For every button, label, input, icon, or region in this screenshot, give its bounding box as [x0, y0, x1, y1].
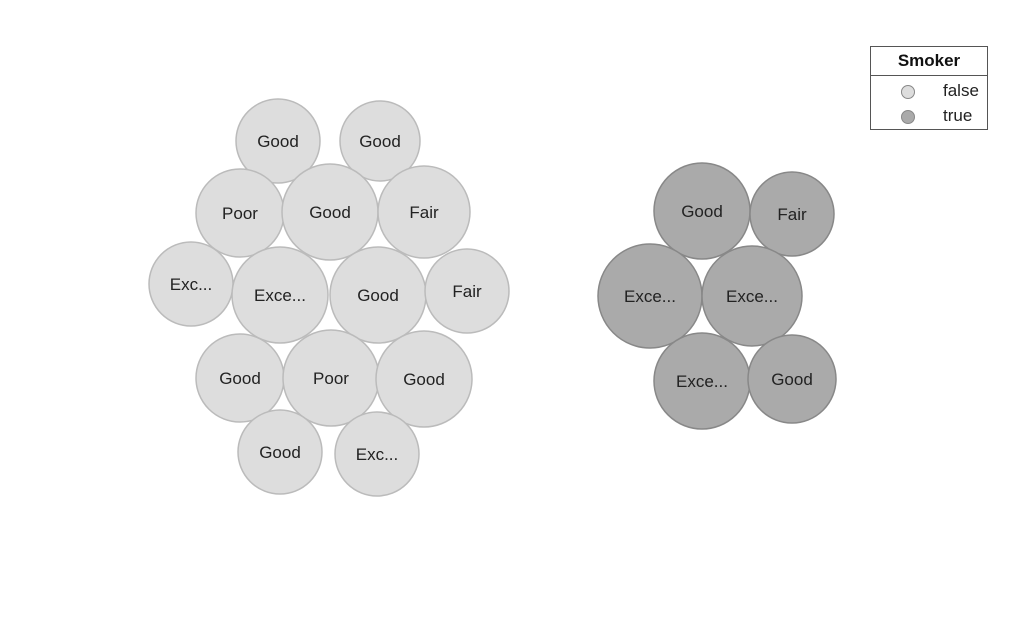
bubble-label-true-0: Good [681, 202, 723, 221]
legend: Smoker false true [870, 46, 988, 130]
bubble-false-8[interactable] [424, 248, 510, 334]
bubble-label-false-8: Fair [452, 282, 482, 301]
legend-label-true: true [943, 106, 973, 125]
bubble-label-true-1: Fair [777, 205, 807, 224]
bubble-label-false-12: Good [259, 443, 301, 462]
bubble-label-false-7: Good [357, 286, 399, 305]
bubble-false-12[interactable] [237, 409, 323, 495]
bubble-group-true: Good Fair Exce... Exce... Exce... Good [597, 162, 837, 430]
bubble-label-false-3: Good [309, 203, 351, 222]
legend-swatch-false [901, 85, 915, 99]
bubble-label-false-1: Good [359, 132, 401, 151]
bubble-label-false-2: Poor [222, 204, 258, 223]
bubble-label-true-4: Exce... [676, 372, 728, 391]
bubble-group-false: Good Good Poor Good Fair Exc... Exce... Good Fai… [148, 98, 510, 497]
bubble-label-false-10: Poor [313, 369, 349, 388]
bubble-label-false-9: Good [219, 369, 261, 388]
bubble-false-11[interactable] [375, 330, 473, 428]
bubble-true-3[interactable] [701, 245, 803, 347]
bubble-label-false-4: Fair [409, 203, 439, 222]
bubble-label-false-13: Exc... [356, 445, 399, 464]
legend-item-true[interactable]: true [871, 105, 987, 129]
legend-label-false: false [943, 81, 979, 100]
bubble-true-5[interactable] [747, 334, 837, 424]
bubble-false-13[interactable] [334, 411, 420, 497]
bubble-false-6[interactable] [231, 246, 329, 344]
bubble-false-4[interactable] [377, 165, 471, 259]
bubble-label-true-2: Exce... [624, 287, 676, 306]
bubble-label-false-5: Exc... [170, 275, 213, 294]
legend-swatch-true [901, 110, 915, 124]
bubble-label-true-3: Exce... [726, 287, 778, 306]
bubble-false-0[interactable] [235, 98, 321, 184]
bubble-label-true-5: Good [771, 370, 813, 389]
bubble-true-1[interactable] [749, 171, 835, 257]
bubble-label-false-6: Exce... [254, 286, 306, 305]
legend-item-false[interactable]: false [871, 80, 987, 104]
legend-title: Smoker [871, 47, 987, 76]
bubble-label-false-11: Good [403, 370, 445, 389]
bubble-false-1[interactable] [339, 100, 421, 182]
bubble-label-false-0: Good [257, 132, 299, 151]
